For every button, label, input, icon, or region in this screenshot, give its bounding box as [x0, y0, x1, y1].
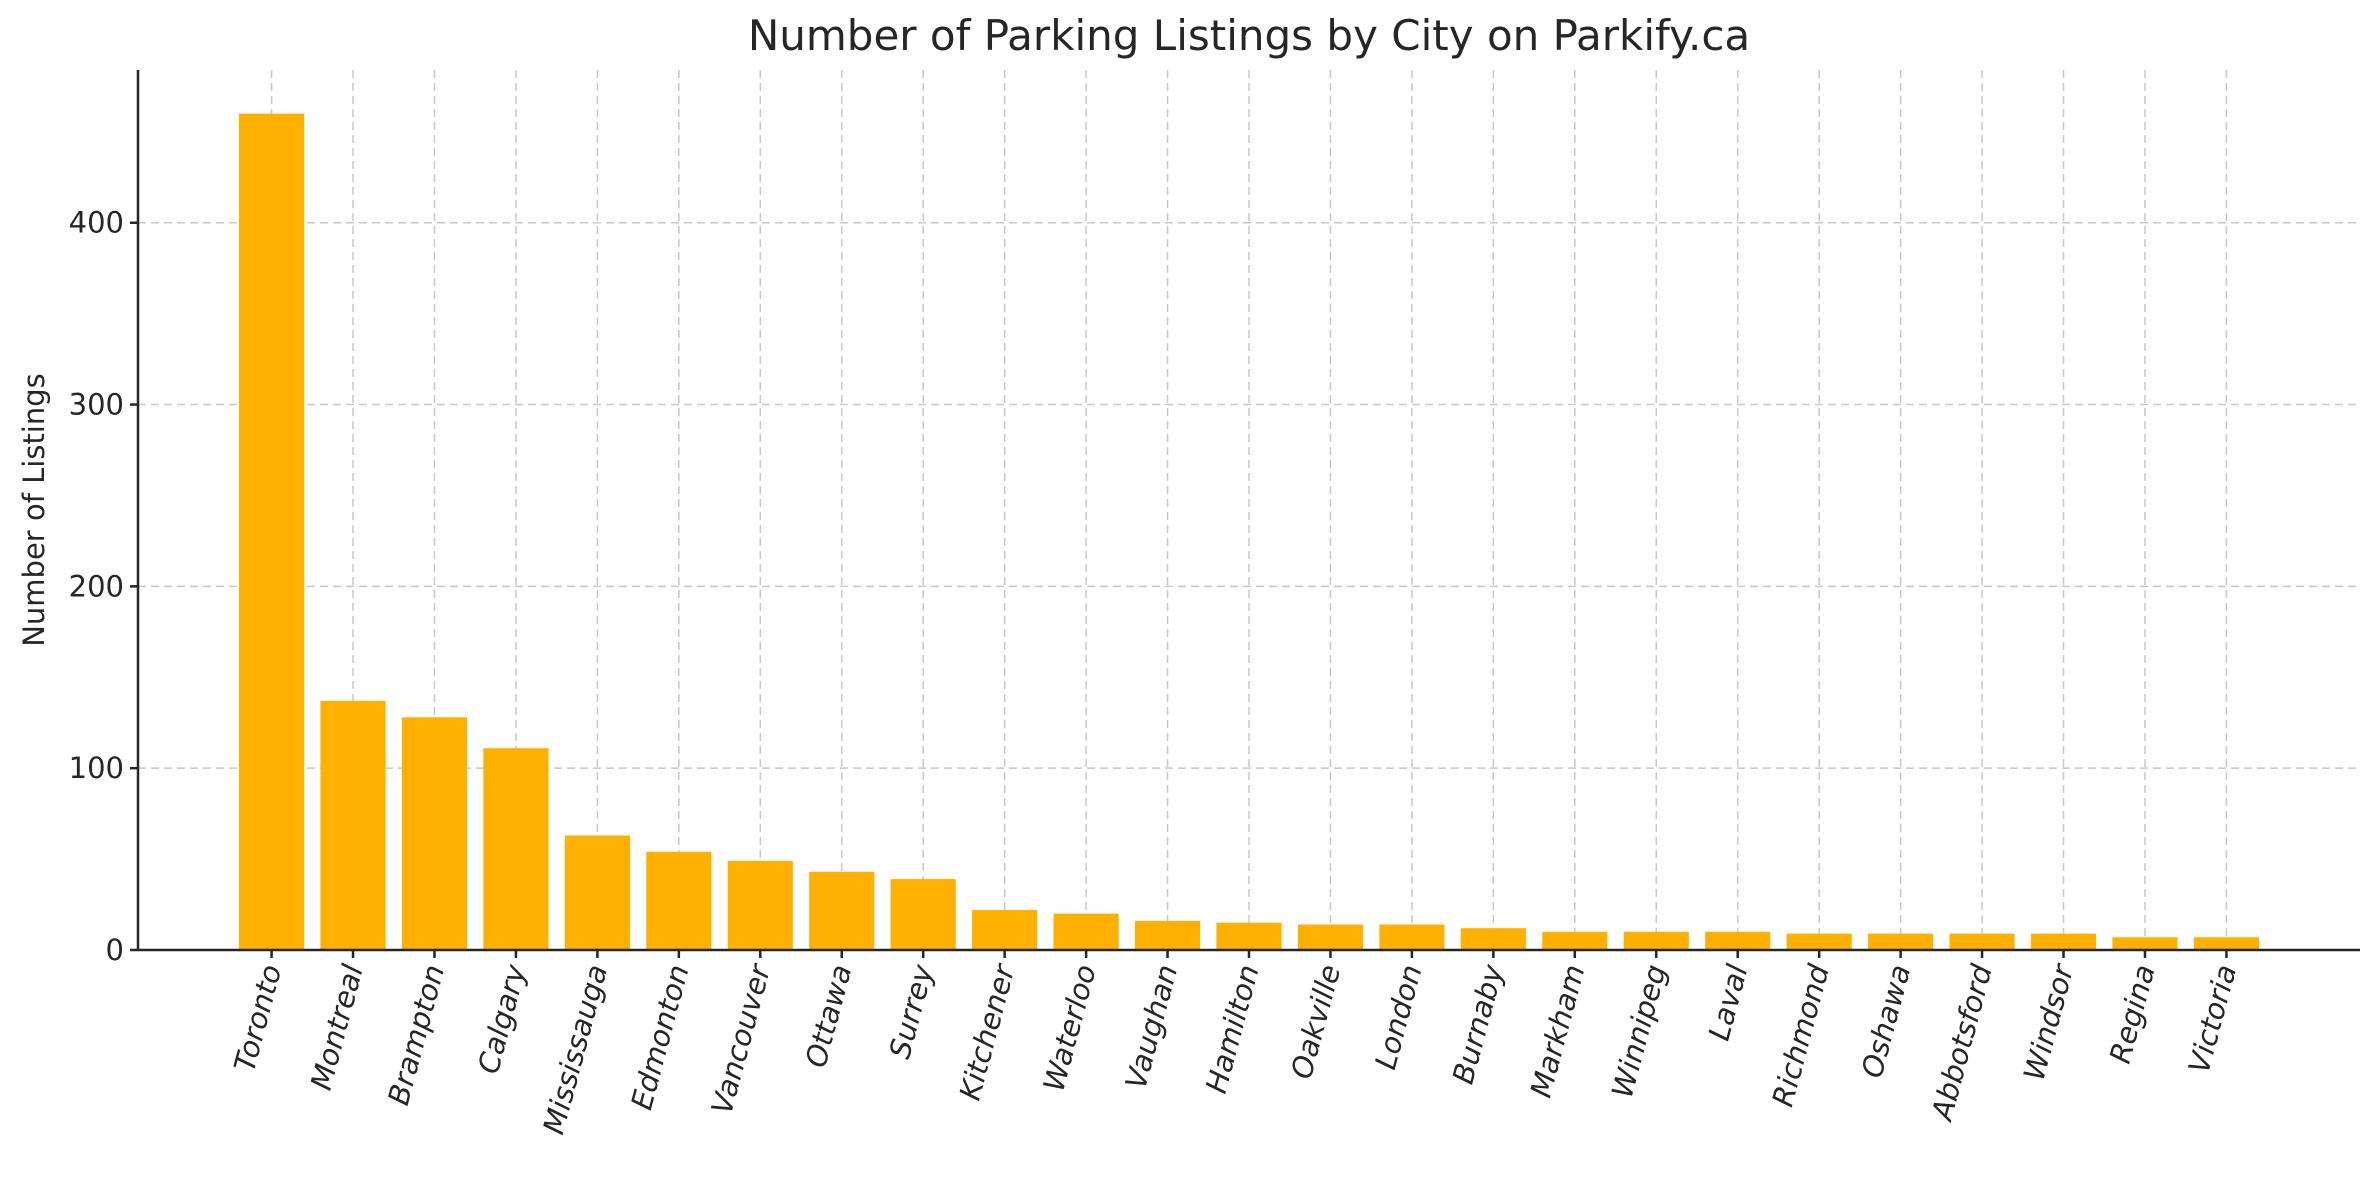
bar-richmond	[1786, 933, 1852, 950]
x-tick-label: Hamilton	[1199, 961, 1266, 1097]
x-tick-label: Markham	[1524, 961, 1592, 1101]
x-tick-label: Richmond	[1765, 960, 1836, 1110]
x-tick-label: Windsor	[2017, 959, 2081, 1084]
bar-ottawa	[809, 871, 875, 950]
x-tick-label: Mississauga	[536, 961, 614, 1138]
bar-surrey	[890, 879, 956, 950]
bars	[239, 113, 2259, 951]
y-ticks: 0 100 200 300 400	[69, 206, 138, 967]
x-tick-label: Edmonton	[624, 961, 695, 1113]
bar-windsor	[2030, 933, 2097, 950]
x-tick-label: Burnaby	[1446, 960, 1511, 1087]
bar-laval	[1705, 931, 1771, 950]
chart-title: Number of Parking Listings by City on Pa…	[748, 11, 1750, 60]
bar-london	[1379, 924, 1445, 950]
x-tick-label: Oshawa	[1855, 961, 1918, 1081]
bar-brampton	[401, 717, 468, 950]
bar-edmonton	[646, 851, 712, 950]
y-tick-label: 400	[69, 206, 124, 240]
x-tick-label: Victoria	[2182, 961, 2243, 1077]
bar-calgary	[483, 748, 549, 950]
y-axis-label: Number of Listings	[17, 373, 51, 647]
bar-victoria	[2193, 937, 2259, 950]
bar-waterloo	[1053, 913, 1119, 950]
y-tick-label: 100	[69, 751, 124, 785]
bar-markham	[1542, 931, 1608, 950]
bar-burnaby	[1460, 928, 1526, 950]
x-tick-label: London	[1368, 961, 1428, 1073]
x-tick-label: Montreal	[304, 961, 370, 1094]
bar-oakville	[1297, 924, 1364, 950]
x-tick-label: Kitchener	[953, 959, 1022, 1104]
y-tick-label: 200	[69, 569, 124, 603]
x-tick-label: Vancouver	[705, 959, 778, 1118]
bar-montreal	[320, 700, 386, 950]
bar-vaughan	[1134, 920, 1201, 950]
bar-hamilton	[1216, 922, 1282, 950]
x-tick-label: Calgary	[471, 960, 533, 1077]
grid	[138, 70, 2360, 950]
x-tick-label: Toronto	[227, 961, 288, 1075]
x-tick-label: Winnipeg	[1605, 961, 1673, 1101]
x-tick-label: Vaughan	[1119, 961, 1185, 1093]
bar-mississauga	[564, 835, 630, 950]
bar-vancouver	[727, 860, 793, 950]
x-tick-label: Laval	[1702, 961, 1755, 1044]
bar-oshawa	[1868, 933, 1934, 950]
x-tick-label: Ottawa	[799, 961, 859, 1071]
x-tick-label: Regina	[2103, 961, 2162, 1067]
x-tick-label: Oakville	[1284, 961, 1347, 1082]
bar-kitchener	[972, 910, 1038, 950]
bar-abbotsford	[1949, 933, 2015, 950]
x-tick-label: Abbotsford	[1924, 960, 1999, 1125]
y-tick-label: 300	[69, 388, 124, 422]
x-tick-label: Surrey	[882, 960, 940, 1062]
bar-winnipeg	[1623, 931, 1689, 950]
x-tick-label: Waterloo	[1036, 961, 1102, 1095]
bar-toronto	[239, 113, 305, 951]
bar-regina	[2112, 937, 2178, 950]
x-ticks: Toronto Montreal Brampton Calgary Mississaug…	[227, 950, 2243, 1138]
y-tick-label: 0	[106, 933, 124, 967]
x-tick-label: Brampton	[381, 961, 451, 1109]
